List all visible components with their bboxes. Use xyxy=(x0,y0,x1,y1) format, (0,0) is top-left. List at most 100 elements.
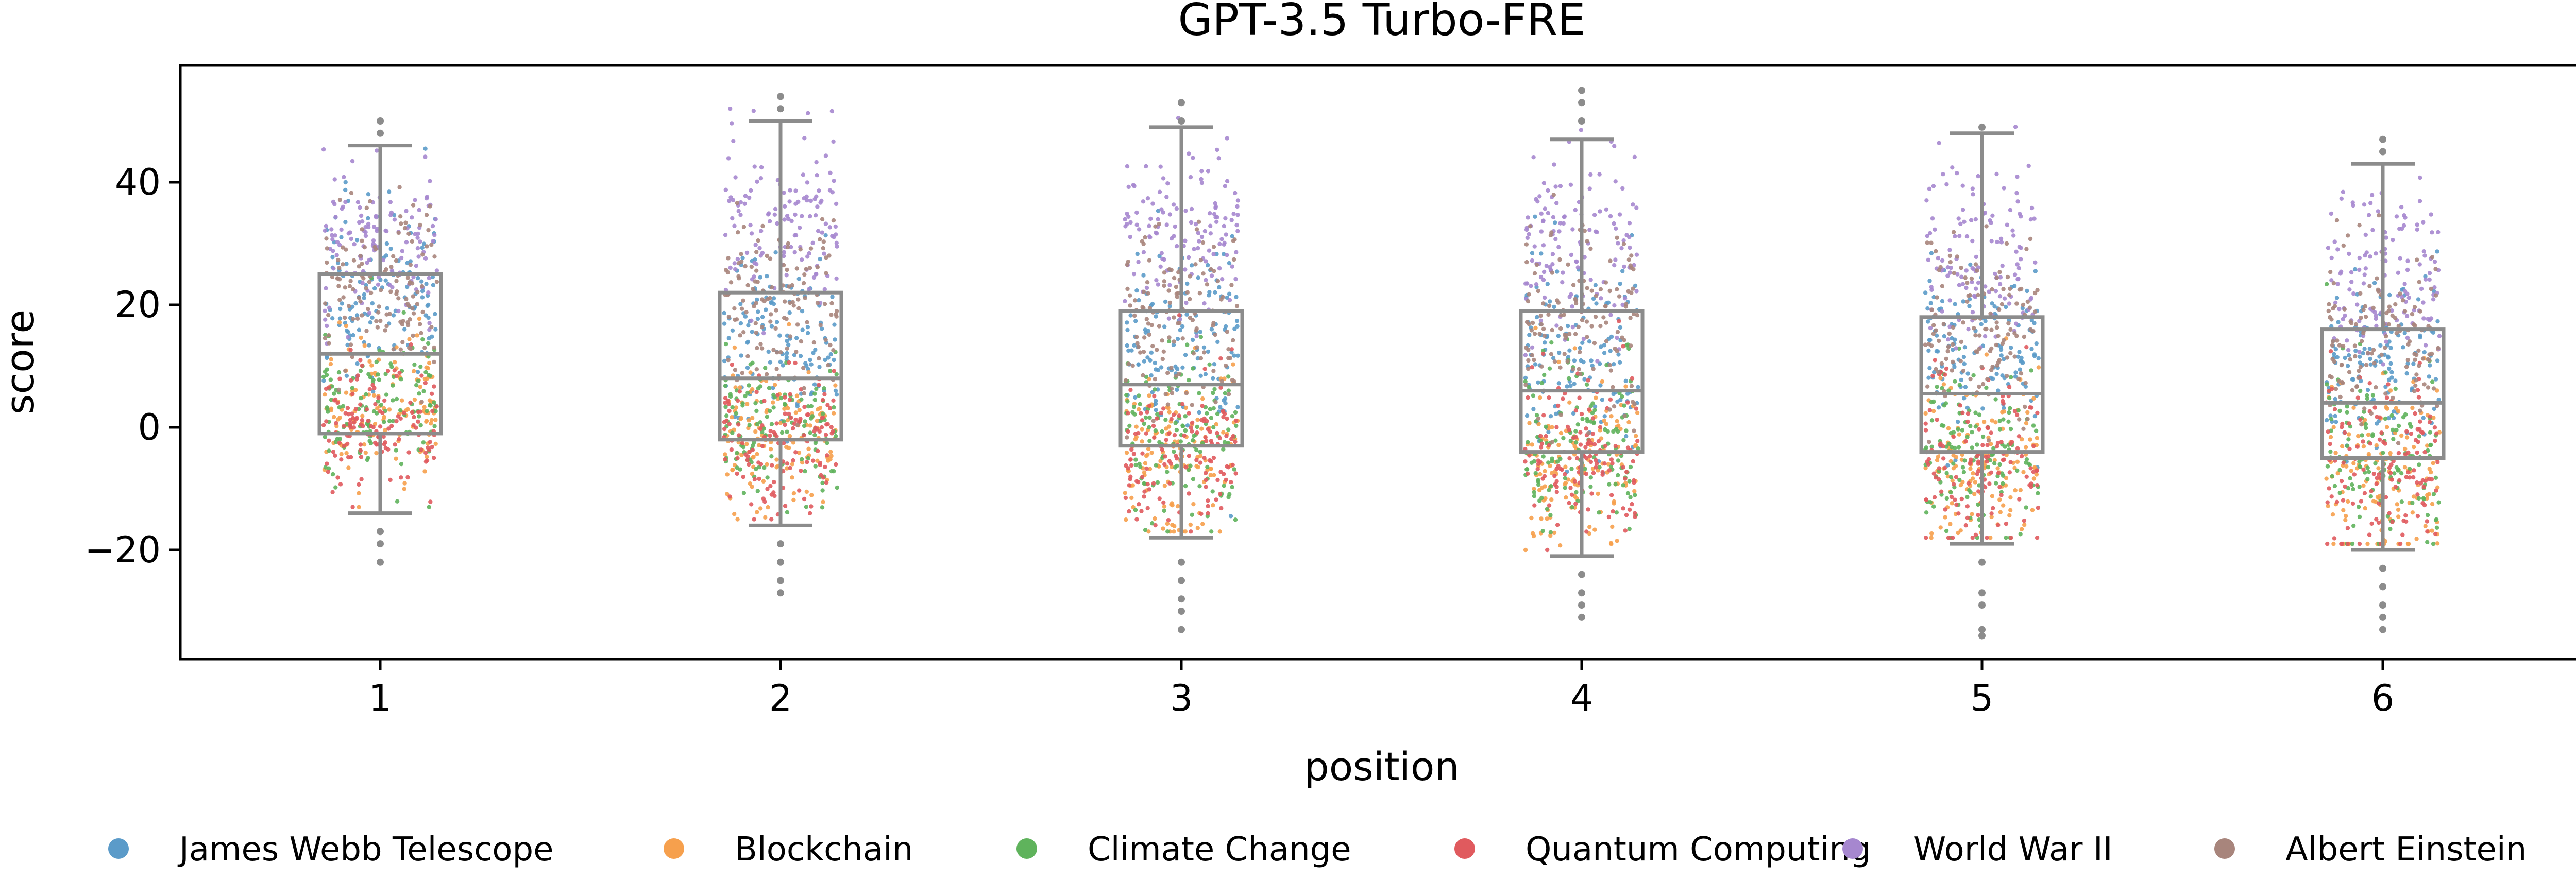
data-point xyxy=(2346,486,2351,491)
data-point xyxy=(333,233,337,238)
data-point xyxy=(1170,391,1175,395)
data-point xyxy=(2352,343,2358,348)
data-point xyxy=(1214,252,1219,256)
data-point xyxy=(2367,347,2372,351)
data-point xyxy=(2027,305,2032,310)
data-point xyxy=(1554,323,1559,328)
data-point xyxy=(2431,386,2436,391)
data-point xyxy=(1616,352,1621,357)
data-point xyxy=(1225,416,1229,421)
data-point xyxy=(1123,217,1127,222)
data-point xyxy=(2329,417,2334,422)
data-point xyxy=(2031,396,2036,401)
data-point xyxy=(376,372,380,377)
data-point xyxy=(759,229,764,233)
data-point xyxy=(1204,439,1209,443)
data-point xyxy=(755,179,759,184)
data-point xyxy=(2333,387,2338,391)
data-point xyxy=(1926,375,1931,380)
data-point xyxy=(816,448,820,453)
data-point xyxy=(1143,528,1148,532)
data-point xyxy=(1177,371,1181,376)
data-point xyxy=(2407,475,2412,480)
data-point xyxy=(1145,280,1150,285)
data-point xyxy=(1234,319,1240,323)
data-point xyxy=(2354,384,2359,389)
data-point xyxy=(2002,186,2006,191)
data-point xyxy=(750,485,754,489)
data-point xyxy=(799,457,804,462)
data-point xyxy=(1532,244,1537,249)
data-point xyxy=(1584,529,1589,534)
data-point xyxy=(344,373,349,378)
data-point xyxy=(1964,285,1969,290)
data-point xyxy=(765,487,770,491)
data-point xyxy=(1608,214,1613,219)
data-point xyxy=(1154,367,1158,372)
data-point xyxy=(1996,523,2001,527)
data-point xyxy=(1539,516,1544,521)
data-point xyxy=(1976,292,1980,298)
data-point xyxy=(1539,211,1544,216)
data-point xyxy=(2023,384,2028,389)
data-point xyxy=(1621,506,1625,511)
data-point xyxy=(1165,402,1171,407)
data-point xyxy=(793,360,798,366)
data-point xyxy=(1945,463,1950,468)
outlier-point xyxy=(1978,632,1986,640)
data-point xyxy=(2348,357,2352,362)
data-point xyxy=(413,232,417,237)
data-point xyxy=(1191,156,1195,160)
data-point xyxy=(1221,430,1226,435)
data-point xyxy=(808,430,812,435)
data-point xyxy=(766,349,771,354)
data-point xyxy=(418,322,422,326)
data-point xyxy=(1163,454,1167,459)
data-point xyxy=(771,296,776,301)
data-point xyxy=(327,305,332,310)
data-point xyxy=(1137,461,1142,467)
data-point xyxy=(1588,278,1593,282)
data-point xyxy=(2359,378,2363,384)
data-point xyxy=(420,337,425,342)
data-point xyxy=(1198,450,1202,454)
data-point xyxy=(404,297,409,301)
data-point xyxy=(2411,322,2416,327)
data-point xyxy=(359,335,363,340)
data-point xyxy=(362,245,367,250)
data-point xyxy=(1222,440,1227,444)
data-point xyxy=(336,257,341,263)
data-point xyxy=(1567,427,1572,433)
data-point xyxy=(348,279,353,283)
data-point xyxy=(425,454,429,459)
data-point xyxy=(1989,442,1993,446)
data-point xyxy=(1185,281,1190,286)
x-axis-label: position xyxy=(1304,744,1459,789)
data-point xyxy=(2345,364,2350,368)
data-point xyxy=(774,421,779,426)
data-point xyxy=(733,267,738,272)
data-point xyxy=(346,335,350,339)
data-point xyxy=(2001,503,2006,508)
data-point xyxy=(1539,495,1544,501)
data-point xyxy=(1558,221,1563,226)
data-point xyxy=(344,451,349,456)
data-point xyxy=(723,401,727,405)
outlier-point xyxy=(1578,99,1585,107)
data-point xyxy=(1126,214,1131,219)
data-point xyxy=(796,306,801,310)
data-point xyxy=(1999,471,2005,476)
data-point xyxy=(2365,541,2370,546)
data-point xyxy=(1211,376,1215,381)
data-point xyxy=(1233,191,1238,196)
data-point xyxy=(2431,297,2436,302)
data-point xyxy=(339,227,344,232)
data-point xyxy=(2427,467,2432,471)
data-point xyxy=(408,400,413,405)
data-point xyxy=(359,455,364,459)
data-point xyxy=(391,313,396,318)
data-point xyxy=(1173,465,1178,470)
data-point xyxy=(429,325,434,330)
data-point xyxy=(338,482,343,487)
data-point xyxy=(1138,411,1143,416)
